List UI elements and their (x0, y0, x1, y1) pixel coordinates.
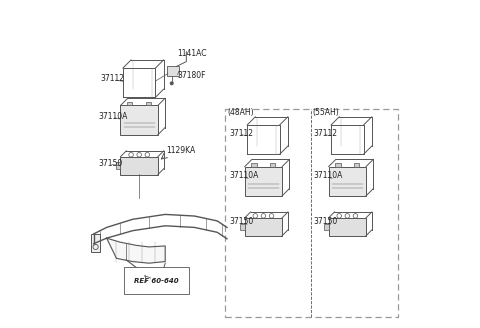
Circle shape (170, 82, 173, 85)
Text: 37112: 37112 (101, 74, 125, 83)
Text: 37150: 37150 (314, 217, 338, 226)
Bar (146, 102, 151, 106)
Bar (354, 163, 359, 167)
Text: 37150: 37150 (229, 217, 254, 226)
Bar (245, 167, 282, 196)
Text: 37180F: 37180F (178, 71, 206, 80)
Polygon shape (107, 238, 165, 263)
Text: 37112: 37112 (229, 129, 253, 138)
Bar (329, 167, 366, 196)
Text: 1129KA: 1129KA (166, 146, 195, 155)
Text: REF 60-640: REF 60-640 (134, 278, 179, 284)
Bar (116, 162, 120, 169)
Text: 37112: 37112 (314, 129, 338, 138)
Text: (48AH): (48AH) (228, 108, 254, 117)
Bar (127, 102, 132, 106)
Bar (270, 163, 276, 167)
Bar (240, 223, 245, 230)
Text: 37110A: 37110A (314, 171, 343, 180)
Bar (168, 67, 179, 75)
Text: (55AH): (55AH) (312, 108, 339, 117)
Bar (120, 157, 158, 174)
Bar (120, 106, 158, 135)
Bar (252, 163, 257, 167)
Bar (336, 163, 341, 167)
Bar (245, 218, 282, 236)
Text: 1141AC: 1141AC (178, 49, 207, 58)
Text: 37150: 37150 (98, 159, 122, 169)
Text: 37110A: 37110A (229, 171, 259, 180)
Text: 37110A: 37110A (98, 113, 128, 121)
Bar (324, 223, 329, 230)
Bar (329, 218, 366, 236)
Bar (91, 234, 100, 252)
